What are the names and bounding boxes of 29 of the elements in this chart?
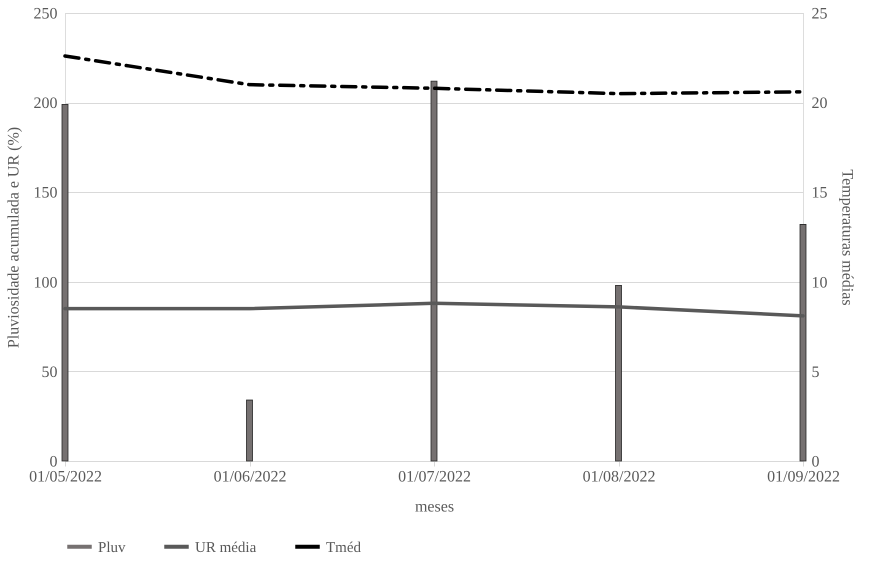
legend-label: Tméd xyxy=(326,540,362,556)
y-tick-label: 0 xyxy=(50,454,58,470)
x-tick-label: 01/07/2022 xyxy=(398,468,471,486)
bar xyxy=(800,224,806,462)
x-tick-label: 01/06/2022 xyxy=(214,468,286,486)
bar xyxy=(62,104,68,462)
x-axis-title: meses xyxy=(414,498,454,516)
legend-label: Pluv xyxy=(98,540,126,556)
y-tick-label: 50 xyxy=(42,364,58,381)
y2-tick-label: 15 xyxy=(812,184,828,202)
bar xyxy=(246,400,253,462)
y2-axis-title: Temperaturas médias xyxy=(838,169,856,306)
y2-tick-label: 25 xyxy=(812,6,828,22)
line-series xyxy=(63,302,805,318)
y-axis-title: Pluviosidade acumulada e UR (%) xyxy=(6,126,22,348)
y2-tick-label: 10 xyxy=(812,274,828,292)
y2-tick-label: 20 xyxy=(812,95,828,112)
x-tick-label: 01/09/2022 xyxy=(767,468,840,486)
y-tick-label: 100 xyxy=(34,274,58,292)
x-tick-label: 01/08/2022 xyxy=(582,468,656,486)
y2-tick-label: 0 xyxy=(812,454,820,470)
bar xyxy=(430,80,438,462)
x-tick-label: 01/05/2022 xyxy=(29,468,102,486)
legend-label: UR média xyxy=(195,540,257,556)
y-tick-label: 150 xyxy=(34,184,58,202)
y2-tick-label: 5 xyxy=(812,364,820,381)
bar xyxy=(615,284,622,462)
y-tick-label: 250 xyxy=(34,6,58,22)
y-tick-label: 200 xyxy=(34,95,58,112)
